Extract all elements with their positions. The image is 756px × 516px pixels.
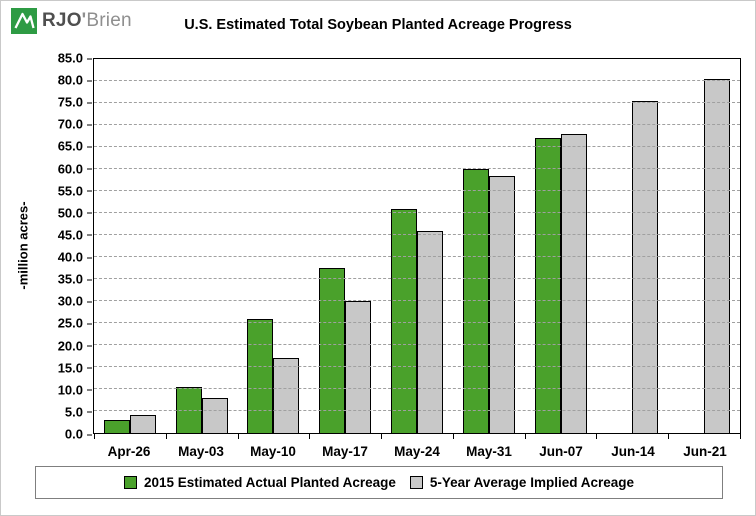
x-axis-tick	[524, 434, 526, 439]
gridline	[94, 102, 740, 103]
bar-average-acreage	[488, 175, 515, 433]
bar-average-acreage	[201, 397, 228, 433]
y-tick-label: 0.0	[65, 427, 93, 442]
bar-group-may-17	[309, 59, 381, 433]
bar-group-jun-14	[596, 59, 668, 433]
x-axis-tick	[452, 434, 454, 439]
y-tick-label: 25.0	[58, 316, 93, 331]
logo-brien-text: Brien	[86, 10, 132, 31]
x-axis-tick	[381, 434, 383, 439]
bar-average-acreage	[129, 415, 156, 433]
bar-group-may-31	[453, 59, 525, 433]
y-tick-label: 50.0	[58, 205, 93, 220]
legend-label: 2015 Estimated Actual Planted Acreage	[144, 475, 396, 490]
legend-swatch	[409, 476, 423, 489]
y-tick-label: 70.0	[58, 117, 93, 132]
bar-group-may-10	[238, 59, 310, 433]
bar-actual-acreage	[247, 318, 274, 433]
gridline	[94, 168, 740, 169]
x-tick-label: Jun-21	[683, 444, 727, 459]
rjobrien-logo-icon	[11, 8, 37, 34]
legend-label: 5-Year Average Implied Acreage	[429, 475, 634, 490]
bar-average-acreage	[704, 78, 731, 433]
x-axis-tick	[237, 434, 239, 439]
bar-average-acreage	[345, 301, 372, 433]
bar-actual-acreage	[319, 268, 346, 433]
rjobrien-logo: RJO'Brien	[11, 8, 132, 34]
x-axis-tick	[596, 434, 598, 439]
chart-title: U.S. Estimated Total Soybean Planted Acr…	[184, 17, 572, 33]
legend-item-average: 5-Year Average Implied Acreage	[409, 475, 634, 490]
x-axis-tick	[740, 434, 741, 439]
x-axis: Apr-26 May-03 May-10 May-17 May-24 May-31 Jun-…	[93, 444, 741, 459]
y-tick-label: 20.0	[58, 338, 93, 353]
x-axis-tick	[94, 434, 95, 439]
x-tick-label: May-10	[250, 444, 296, 459]
y-tick-label: 80.0	[58, 73, 93, 88]
rjobrien-logo-text: RJO'Brien	[42, 10, 132, 32]
x-tick-label: May-24	[394, 444, 440, 459]
bar-actual-acreage	[175, 386, 202, 433]
y-tick-label: 60.0	[58, 161, 93, 176]
gridline	[94, 410, 740, 411]
bar-average-acreage	[560, 133, 587, 433]
y-tick-label: 45.0	[58, 227, 93, 242]
y-tick-label: 85.0	[58, 51, 93, 66]
legend-item-actual: 2015 Estimated Actual Planted Acreage	[124, 475, 396, 490]
bar-group-jun-21	[668, 59, 740, 433]
gridline	[94, 256, 740, 257]
bar-actual-acreage	[534, 138, 561, 433]
bar-actual-acreage	[103, 419, 130, 433]
y-tick-label: 30.0	[58, 294, 93, 309]
gridline	[94, 190, 740, 192]
bar-group-may-03	[166, 59, 238, 433]
bar-actual-acreage	[462, 169, 489, 433]
legend-swatch	[124, 476, 138, 489]
logo-rjo-text: RJO	[42, 10, 82, 31]
gridline	[94, 366, 740, 367]
y-tick-label: 15.0	[58, 360, 93, 375]
gridline	[94, 124, 740, 125]
y-tick-label: 40.0	[58, 250, 93, 265]
bar-group-apr-26	[94, 59, 166, 433]
bar-group-jun-07	[525, 59, 597, 433]
gridline	[94, 388, 740, 389]
x-axis-tick	[165, 434, 167, 439]
y-tick-label: 55.0	[58, 183, 93, 198]
gridline	[94, 80, 740, 81]
x-tick-label: May-17	[322, 444, 368, 459]
y-tick-label: 10.0	[58, 382, 93, 397]
bar-average-acreage	[632, 100, 659, 433]
gridline	[94, 344, 740, 345]
gridline	[94, 278, 740, 279]
bar-group-may-24	[381, 59, 453, 433]
gridline	[94, 212, 740, 213]
y-tick-label: 35.0	[58, 272, 93, 287]
plot-area	[93, 58, 741, 439]
gridline	[94, 234, 740, 235]
gridline	[94, 146, 740, 147]
y-tick-label: 75.0	[58, 95, 93, 110]
x-axis-tick	[309, 434, 311, 439]
logo-apostrophe: '	[81, 10, 87, 31]
y-tick-label: 65.0	[58, 139, 93, 154]
bars-container	[94, 59, 740, 433]
bar-average-acreage	[417, 230, 444, 433]
gridline	[94, 322, 740, 323]
bar-average-acreage	[273, 358, 300, 433]
y-axis: 0.0 5.0 10.0 15.0 20.0 25.0 30.0 35.0 40.0 45.0 50…	[1, 51, 93, 442]
x-tick-label: May-03	[178, 444, 224, 459]
x-tick-label: Jun-14	[611, 444, 655, 459]
x-tick-label: May-31	[466, 444, 512, 459]
legend: 2015 Estimated Actual Planted Acreage 5-Y…	[35, 466, 723, 499]
y-tick-label: 5.0	[65, 404, 93, 419]
bar-actual-acreage	[391, 208, 418, 433]
x-tick-label: Jun-07	[539, 444, 583, 459]
x-axis-tick	[668, 434, 670, 439]
gridline	[94, 300, 740, 301]
x-tick-label: Apr-26	[107, 444, 151, 459]
